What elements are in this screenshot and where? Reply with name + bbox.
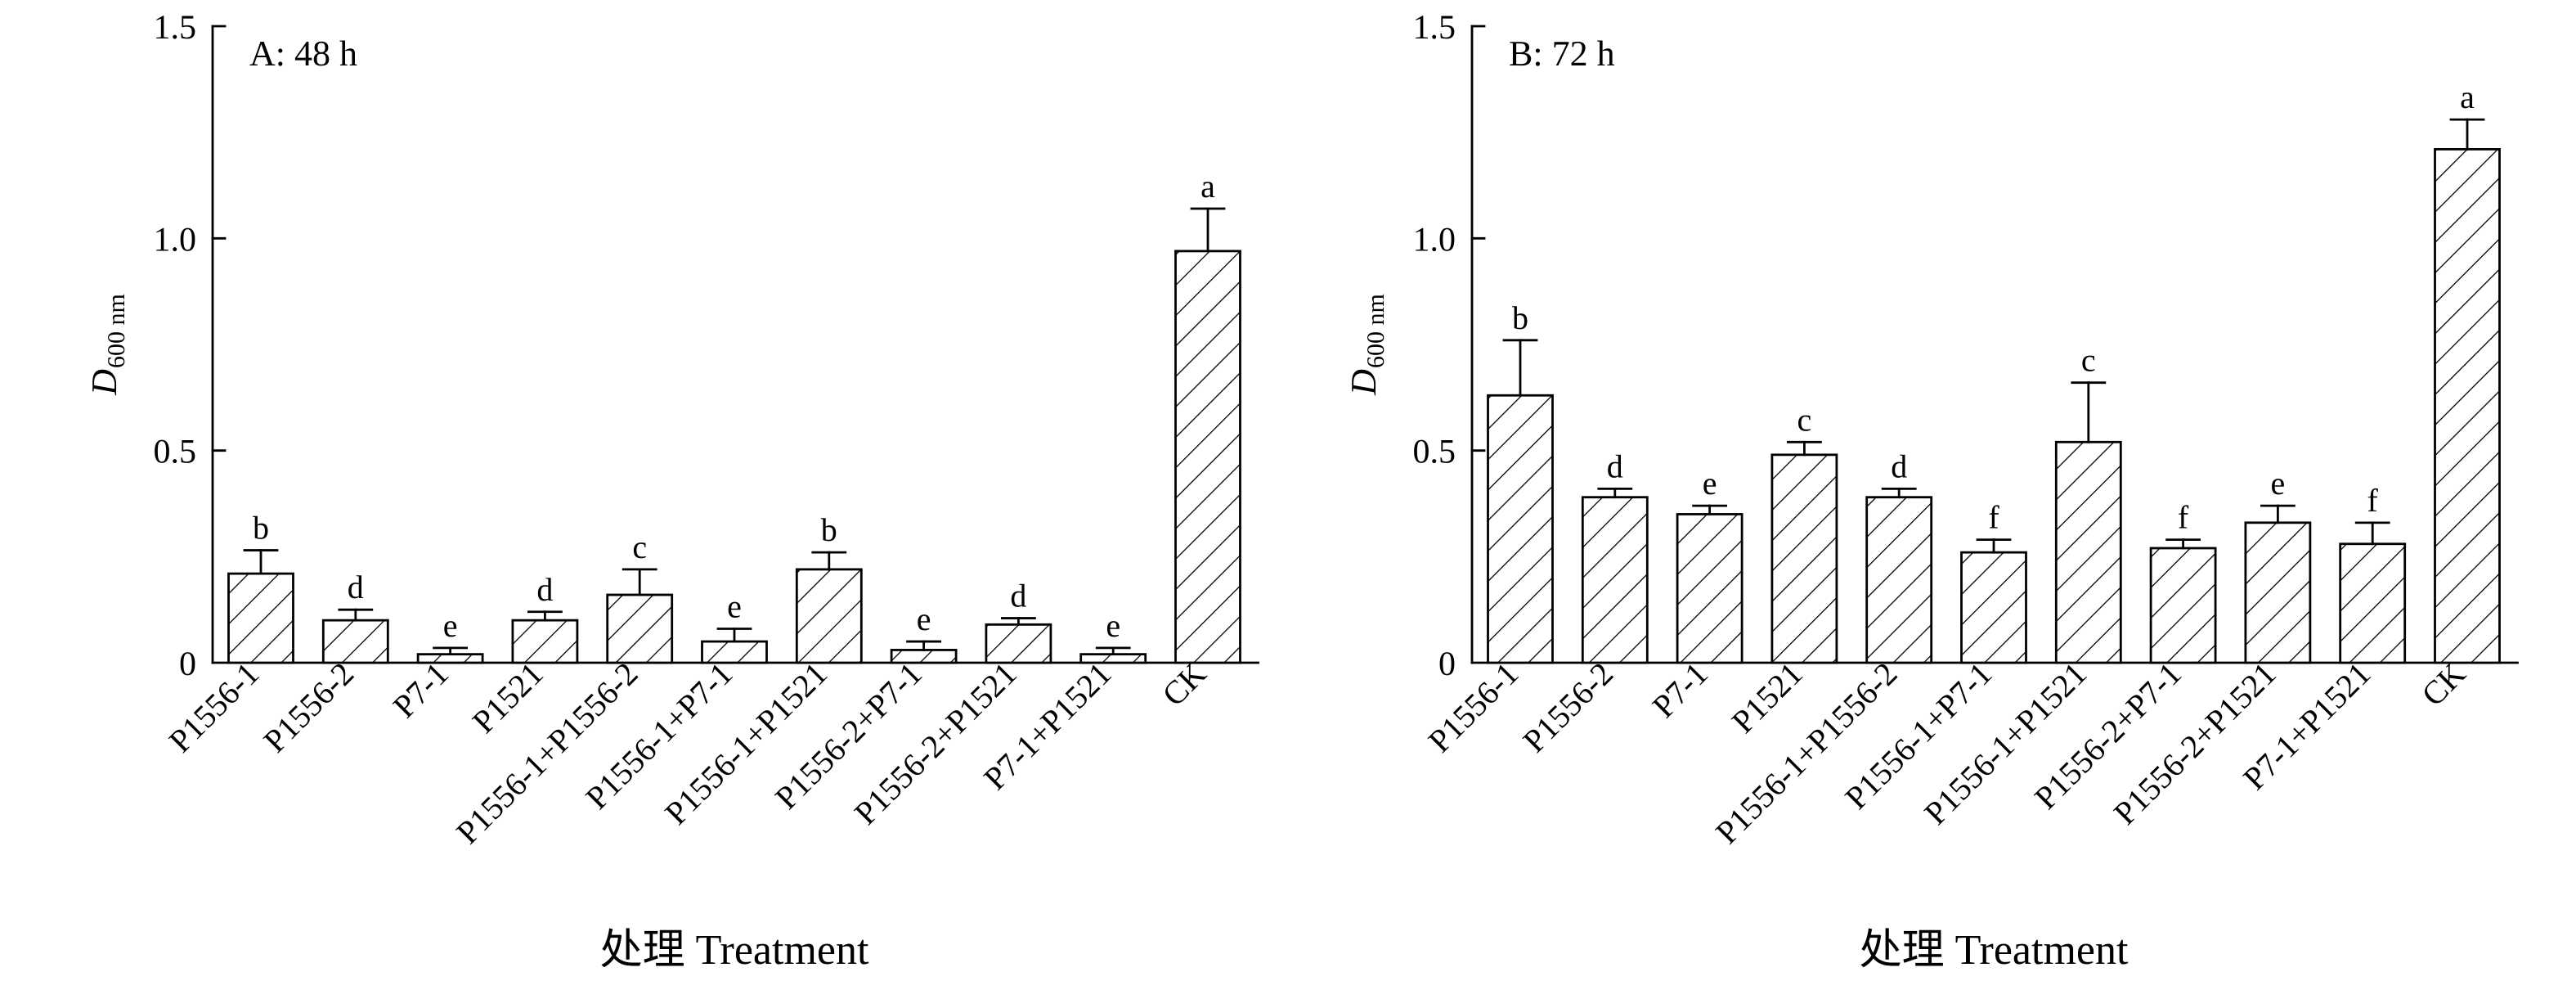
svg-text:A: 48 h: A: 48 h [249, 34, 357, 74]
svg-text:c: c [632, 529, 647, 565]
svg-text:f: f [2367, 482, 2379, 519]
svg-text:d: d [348, 569, 364, 605]
svg-text:0.5: 0.5 [1413, 434, 1456, 471]
svg-text:d: d [536, 571, 553, 608]
svg-text:B: 72 h: B: 72 h [1509, 34, 1615, 74]
svg-text:e: e [1703, 465, 1717, 502]
svg-text:c: c [1797, 401, 1812, 438]
svg-text:处理 Treatment: 处理 Treatment [600, 927, 869, 974]
svg-text:b: b [1512, 299, 1528, 336]
svg-text:e: e [1106, 607, 1120, 644]
svg-text:e: e [917, 601, 931, 637]
svg-text:b: b [253, 510, 269, 547]
svg-text:a: a [1200, 168, 1215, 205]
svg-text:d: d [1607, 448, 1623, 484]
svg-text:1.0: 1.0 [1413, 221, 1456, 259]
svg-text:d: d [1010, 578, 1026, 614]
svg-text:1.5: 1.5 [1413, 9, 1456, 47]
svg-text:b: b [821, 511, 837, 548]
svg-text:1.5: 1.5 [154, 9, 197, 47]
svg-text:0: 0 [179, 646, 196, 683]
svg-text:e: e [443, 607, 458, 644]
svg-text:d: d [1891, 448, 1907, 484]
svg-text:c: c [2081, 342, 2096, 379]
svg-text:e: e [2271, 465, 2286, 502]
svg-text:处理 Treatment: 处理 Treatment [1860, 927, 2129, 974]
svg-text:f: f [2178, 499, 2189, 536]
svg-text:1.0: 1.0 [154, 221, 197, 259]
svg-text:f: f [1988, 499, 1999, 536]
svg-text:0: 0 [1438, 646, 1456, 683]
svg-text:a: a [2460, 79, 2475, 115]
svg-text:0.5: 0.5 [154, 434, 197, 471]
svg-text:e: e [727, 588, 742, 625]
